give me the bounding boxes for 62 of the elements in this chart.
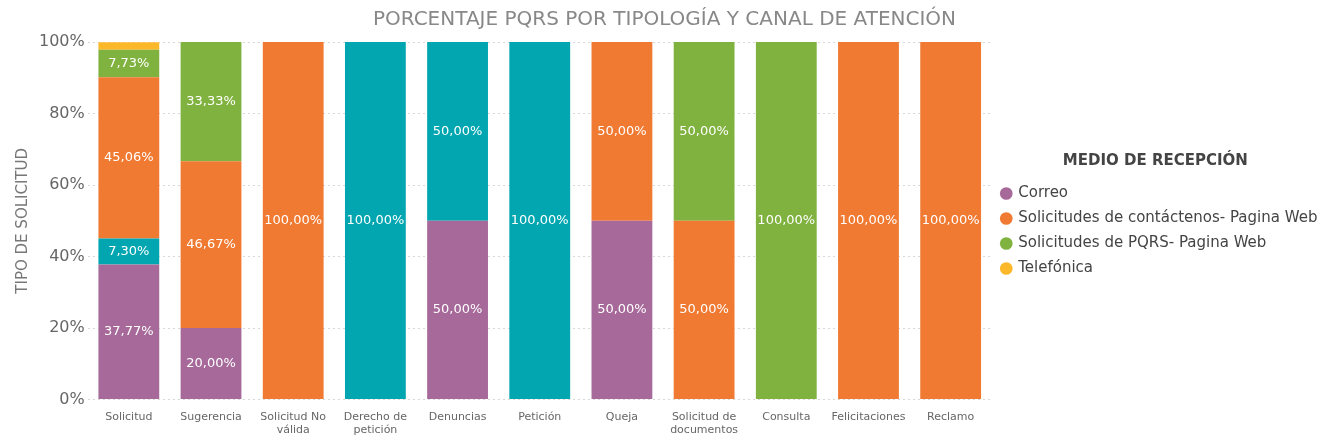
- bar: [591, 42, 653, 221]
- legend-label: Solicitudes de PQRS- Pagina Web: [1018, 233, 1267, 252]
- y-tick-label: 20%: [49, 317, 85, 337]
- legend-label: Telefónica: [1017, 258, 1094, 277]
- data-label: 45,06%: [104, 149, 154, 165]
- bar: [509, 42, 571, 400]
- data-label: 50,00%: [679, 122, 729, 138]
- bar: [262, 42, 324, 400]
- x-tick-label: Denuncias: [428, 410, 487, 424]
- bar: [427, 220, 488, 400]
- data-label: 20,00%: [186, 354, 236, 370]
- bar: [180, 161, 242, 329]
- x-tick-label: Reclamo: [927, 410, 975, 424]
- data-label: 100,00%: [839, 211, 898, 227]
- bar: [673, 42, 735, 221]
- data-label: 33,33%: [186, 92, 236, 108]
- y-tick-label: 0%: [59, 388, 85, 408]
- data-label: 50,00%: [432, 122, 483, 138]
- x-tick-label: Derecho de petición: [343, 410, 408, 437]
- data-label: 100,00%: [921, 211, 980, 227]
- bar: [98, 238, 160, 265]
- bar: [673, 220, 735, 400]
- x-tick-label: Felicitaciones: [831, 410, 906, 424]
- data-label: 46,67%: [186, 236, 236, 252]
- x-tick-label: Petición: [518, 410, 562, 424]
- x-tick-label: Consulta: [762, 410, 811, 424]
- data-label: 100,00%: [510, 211, 569, 227]
- data-label: 100,00%: [264, 211, 323, 227]
- x-tick-label: Queja: [605, 410, 639, 424]
- x-tick-label: Solicitud: [105, 410, 153, 424]
- bar: [344, 42, 406, 400]
- bar: [427, 42, 488, 221]
- x-tick-label: Solicitud No válida: [260, 410, 327, 437]
- bar: [755, 42, 817, 400]
- chart-title: PORCENTAJE PQRS POR TIPOLOGÍA Y CANAL DE ATENCIÓN: [372, 6, 957, 31]
- data-label: 100,00%: [757, 211, 816, 227]
- bar: [591, 220, 653, 400]
- x-tick-label: Solicitud de documentos: [670, 410, 739, 437]
- data-label: 50,00%: [432, 301, 483, 317]
- y-tick-label: 60%: [49, 174, 85, 194]
- bar: [98, 42, 160, 50]
- data-label: 7,73%: [108, 54, 150, 70]
- bar: [180, 328, 242, 400]
- y-axis-title: TIPO DE SOLICITUD: [12, 147, 31, 295]
- data-label: 37,77%: [104, 323, 154, 339]
- data-label: 7,30%: [108, 242, 150, 258]
- legend-label: Solicitudes de contáctenos- Pagina Web: [1018, 208, 1318, 227]
- bar: [98, 264, 160, 400]
- x-tick-label: Sugerencia: [180, 410, 242, 424]
- bar: [838, 42, 899, 400]
- legend-label: Correo: [1018, 183, 1069, 202]
- y-tick-label: 40%: [49, 245, 85, 265]
- data-label: 50,00%: [679, 301, 729, 317]
- y-tick-label: 100%: [38, 31, 85, 51]
- data-label: 50,00%: [597, 122, 647, 138]
- bar: [920, 42, 982, 400]
- bar: [98, 77, 160, 239]
- bar: [180, 42, 242, 162]
- y-tick-label: 80%: [49, 102, 85, 122]
- data-label: 50,00%: [597, 301, 647, 317]
- legend-title: MEDIO DE RECEPCIÓN: [1062, 150, 1248, 170]
- data-label: 100,00%: [346, 211, 405, 227]
